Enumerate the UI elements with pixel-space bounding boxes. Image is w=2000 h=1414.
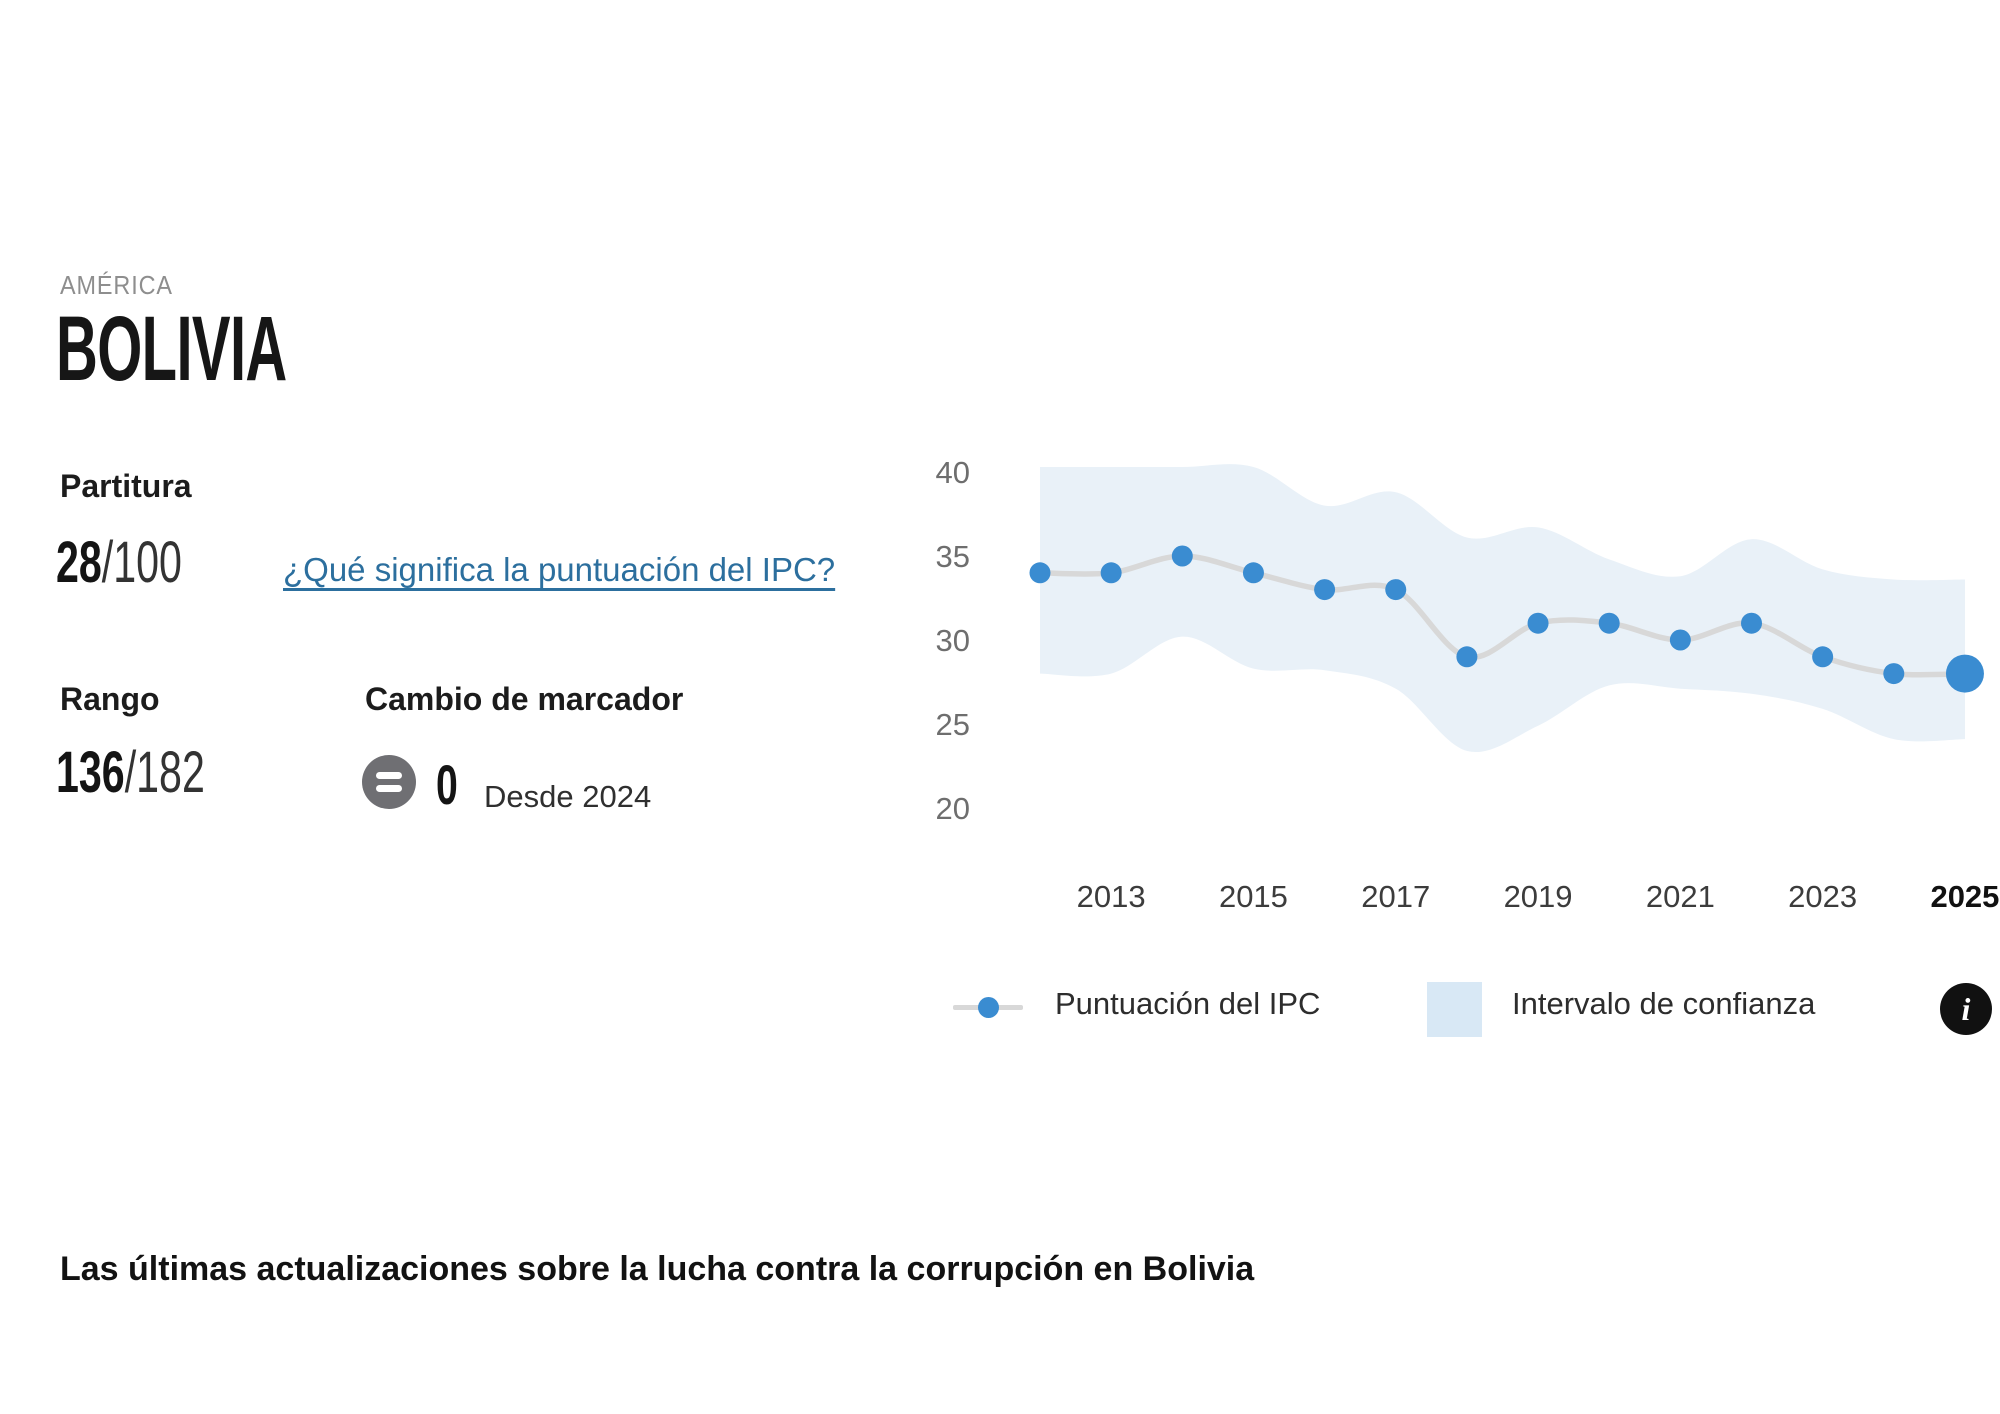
ytick-20: 20 xyxy=(936,791,970,826)
score-point-2018[interactable] xyxy=(1456,646,1478,668)
score-point-2024[interactable] xyxy=(1883,663,1905,685)
score-point-2020[interactable] xyxy=(1598,612,1620,634)
score-point-2013[interactable] xyxy=(1100,562,1122,584)
score-line xyxy=(1037,553,1968,678)
score-change-heading: Cambio de marcador xyxy=(365,681,684,717)
score-point-2019[interactable] xyxy=(1527,612,1549,634)
score-point-2021[interactable] xyxy=(1669,629,1691,651)
legend-band-label: Intervalo de confianza xyxy=(1512,986,1816,1021)
info-icon[interactable]: i xyxy=(1940,983,1992,1035)
no-change-equals-icon xyxy=(362,755,416,809)
rank-max: /182 xyxy=(124,740,205,805)
ipc-score-explainer-link[interactable]: ¿Qué significa la puntuación del IPC? xyxy=(283,551,836,588)
score-point-2014[interactable] xyxy=(1171,545,1193,567)
xtick-2015: 2015 xyxy=(1219,879,1288,914)
score-value: 28 xyxy=(56,530,102,595)
xtick-2021: 2021 xyxy=(1646,879,1715,914)
score-point-2012[interactable] xyxy=(1029,562,1051,584)
score-point-2017[interactable] xyxy=(1385,579,1407,601)
xtick-2025: 2025 xyxy=(1930,879,1999,914)
region-label: AMÉRICA xyxy=(60,270,173,300)
rank-value: 136 xyxy=(56,740,125,805)
updates-section-heading: Las últimas actualizaciones sobre la luc… xyxy=(60,1250,1255,1288)
confidence-band xyxy=(1040,464,1965,753)
score-change-value: 0 xyxy=(436,753,458,816)
score-point-2023[interactable] xyxy=(1812,646,1834,668)
ytick-35: 35 xyxy=(936,539,970,574)
country-title: BOLIVIA xyxy=(56,298,287,400)
score-heading: Partitura xyxy=(60,468,192,504)
score-point-2016[interactable] xyxy=(1314,579,1336,601)
ytick-40: 40 xyxy=(936,455,970,490)
ytick-30: 30 xyxy=(936,623,970,658)
score-point-2022[interactable] xyxy=(1741,612,1762,634)
legend-series-label: Puntuación del IPC xyxy=(1055,986,1321,1021)
xtick-2019: 2019 xyxy=(1504,879,1573,914)
xtick-2023: 2023 xyxy=(1788,879,1857,914)
rank-heading: Rango xyxy=(60,681,160,717)
score-point-2015[interactable] xyxy=(1242,562,1264,584)
ytick-25: 25 xyxy=(936,707,970,742)
score-point-2025[interactable] xyxy=(1945,654,1984,693)
xtick-2017: 2017 xyxy=(1361,879,1430,914)
score-value-line: 28/100 xyxy=(56,534,182,592)
rank-value-line: 136/182 xyxy=(56,744,205,802)
score-max: /100 xyxy=(101,530,182,595)
xtick-2013: 2013 xyxy=(1077,879,1146,914)
score-change-since: Desde 2024 xyxy=(484,779,652,814)
legend-confidence-swatch xyxy=(1427,982,1482,1037)
legend-dot-marker xyxy=(978,997,999,1018)
